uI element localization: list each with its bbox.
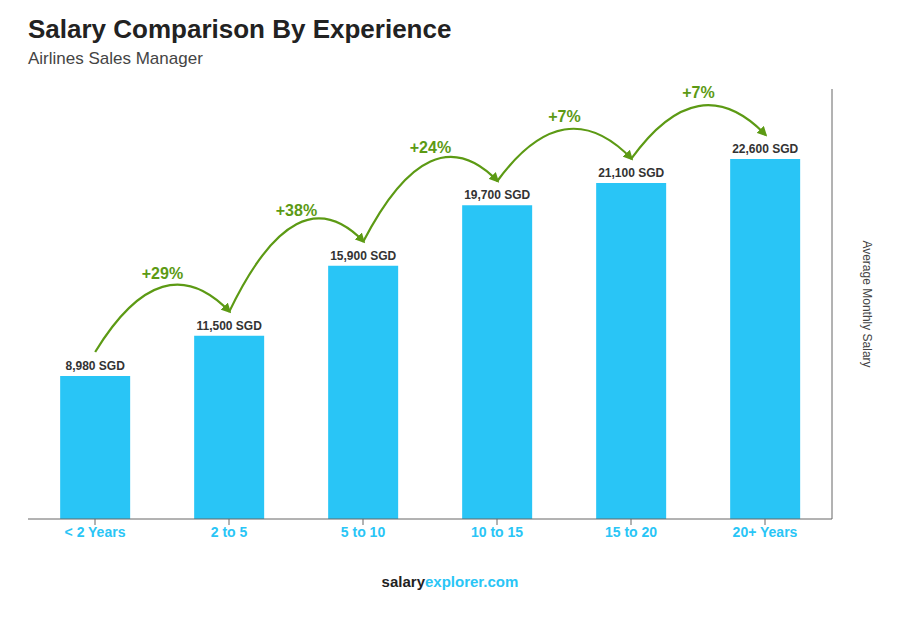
svg-text:+7%: +7% [548, 108, 580, 125]
svg-text:5 to 10: 5 to 10 [341, 524, 386, 540]
svg-text:+38%: +38% [276, 202, 317, 219]
svg-text:19,700 SGD: 19,700 SGD [464, 188, 530, 202]
html-text:salary explorer.com: salary explorer.com [381, 573, 519, 590]
svg-text:8,980 SGD: 8,980 SGD [65, 359, 125, 373]
svg-text:11,500 SGD: 11,500 SGD [196, 319, 262, 333]
svg-text:Average Monthly Salary: Average Monthly Salary [860, 240, 874, 367]
svg-text:2 to 5: 2 to 5 [211, 524, 248, 540]
svg-text:20+ Years: 20+ Years [733, 524, 798, 540]
svg-text:22,600 SGD: 22,600 SGD [732, 142, 798, 156]
svg-text:10 to 15: 10 to 15 [471, 524, 523, 540]
svg-text:15,900 SGD: 15,900 SGD [330, 249, 396, 263]
svg-text:+29%: +29% [142, 265, 183, 282]
html-text:Airlines Sales Manager: Airlines Sales Manager [28, 49, 203, 68]
html-text:Salary Comparison By Experienc: Salary Comparison By Experience [28, 14, 452, 44]
svg-text:< 2 Years: < 2 Years [65, 524, 126, 540]
svg-text:+7%: +7% [682, 84, 714, 101]
svg-text:15 to 20: 15 to 20 [605, 524, 657, 540]
svg-text:+24%: +24% [410, 139, 451, 156]
svg-text:21,100 SGD: 21,100 SGD [598, 166, 664, 180]
